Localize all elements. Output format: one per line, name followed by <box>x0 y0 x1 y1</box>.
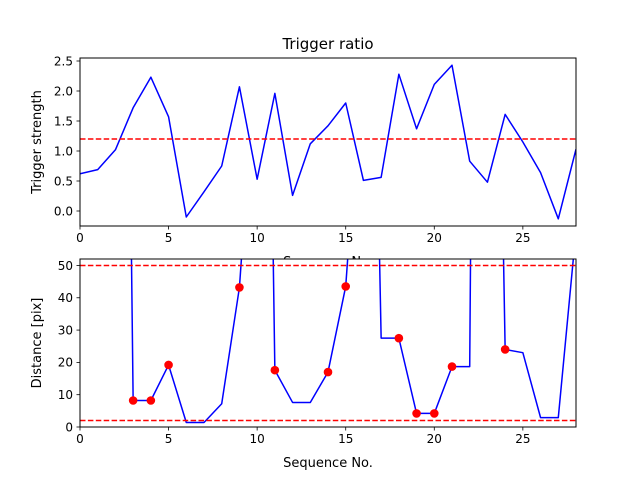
axes-frame <box>79 258 577 428</box>
y-tick-label: 40 <box>58 291 73 305</box>
data-point <box>128 396 138 405</box>
y-axis-label: Distance [pix] <box>30 298 45 389</box>
x-tick-label: 15 <box>338 432 353 446</box>
data-point <box>235 283 244 292</box>
x-tick-label: 10 <box>250 231 265 245</box>
x-tick-label: 0 <box>76 432 84 446</box>
data-point <box>341 282 351 291</box>
series-line <box>80 64 576 220</box>
y-tick-label: 0.5 <box>54 174 73 188</box>
y-tick-label: 0 <box>65 420 73 434</box>
data-point <box>323 367 333 377</box>
x-tick-label: 5 <box>165 231 173 245</box>
data-point <box>429 409 439 418</box>
chart-title: Trigger ratio <box>281 35 373 53</box>
plot-area <box>80 64 576 220</box>
y-tick-label: 2.5 <box>54 54 73 68</box>
data-point <box>146 396 156 405</box>
plot-area <box>80 259 576 424</box>
data-point <box>447 362 457 371</box>
axes-frame <box>79 57 577 227</box>
y-tick-label: 10 <box>58 388 73 402</box>
plot-background <box>80 259 576 427</box>
data-point <box>412 409 421 418</box>
x-tick-label: 5 <box>165 432 173 446</box>
x-tick-label: 0 <box>76 231 84 245</box>
x-axis-label: Sequence No. <box>283 456 373 471</box>
y-tick-label: 20 <box>58 356 73 370</box>
y-tick-label: 50 <box>58 259 73 273</box>
y-axis-label: Trigger strength <box>30 90 45 195</box>
data-point <box>164 360 173 370</box>
x-tick-label: 15 <box>338 231 353 245</box>
x-tick-label: 20 <box>427 432 442 446</box>
data-point <box>500 345 510 354</box>
x-tick-label: 25 <box>515 231 530 245</box>
data-point <box>394 333 404 343</box>
x-tick-label: 20 <box>427 231 442 245</box>
chart-distance: 0 5 10 15 20 25 0 10 20 30 40 50 Sequence No. Distanc… <box>30 258 577 471</box>
y-tick-label: 0.0 <box>54 204 73 218</box>
y-tick-label: 30 <box>58 323 73 337</box>
y-tick-label: 1.5 <box>54 114 73 128</box>
x-tick-label: 10 <box>250 432 265 446</box>
y-tick-label: 1.0 <box>54 144 73 158</box>
x-tick-label: 25 <box>515 432 530 446</box>
y-tick-label: 2.0 <box>54 84 73 98</box>
data-point <box>270 365 280 375</box>
